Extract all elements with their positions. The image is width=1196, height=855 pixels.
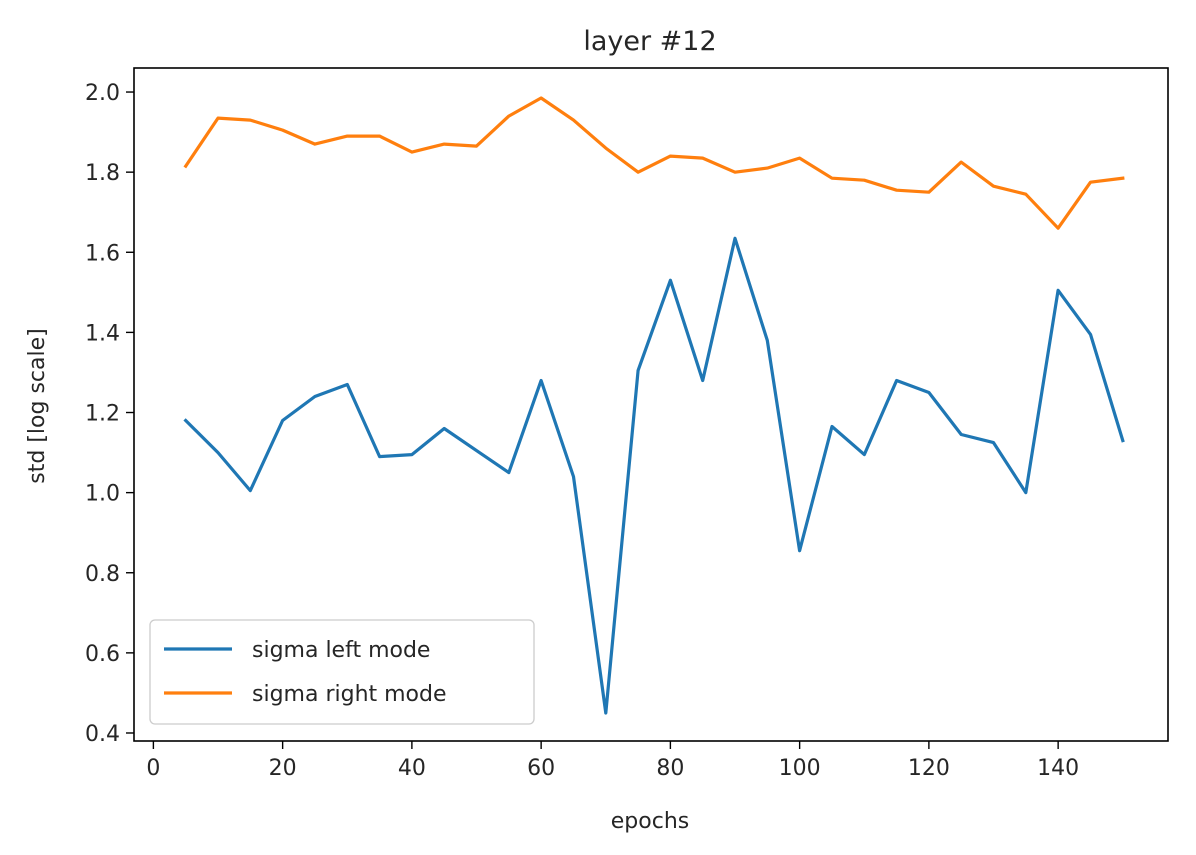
y-tick-label: 0.4 bbox=[85, 722, 120, 747]
y-tick-label: 0.6 bbox=[85, 642, 120, 667]
y-tick-label: 1.2 bbox=[85, 402, 120, 427]
x-tick-label: 120 bbox=[908, 756, 950, 781]
legend-box bbox=[149, 619, 535, 725]
x-axis-ticks: 0 20 40 60 80 100 120 140 bbox=[146, 741, 1079, 781]
series-line-sigma-right-mode bbox=[183, 96, 1125, 230]
y-tick-label: 1.6 bbox=[85, 241, 120, 266]
x-tick-label: 0 bbox=[146, 756, 160, 781]
x-tick-label: 60 bbox=[527, 756, 555, 781]
x-tick-label: 20 bbox=[269, 756, 297, 781]
y-tick-label: 1.0 bbox=[85, 482, 120, 507]
y-tick-label: 1.4 bbox=[85, 321, 120, 346]
x-tick-label: 40 bbox=[398, 756, 426, 781]
legend-label-sigma-left-mode: sigma left mode bbox=[252, 638, 430, 663]
plot-area bbox=[183, 96, 1125, 715]
y-tick-label: 2.0 bbox=[85, 81, 120, 106]
plot-frame bbox=[133, 67, 1169, 742]
x-tick-label: 100 bbox=[779, 756, 821, 781]
x-tick-label: 140 bbox=[1037, 756, 1079, 781]
legend: sigma left mode sigma right mode bbox=[149, 619, 535, 725]
y-tick-label: 0.8 bbox=[85, 562, 120, 587]
y-axis-ticks: 0.4 0.6 0.8 1.0 1.2 1.4 1.6 1.8 2.0 bbox=[85, 81, 134, 747]
series-line-sigma-left-mode bbox=[183, 236, 1125, 715]
chart-title: layer #12 bbox=[583, 26, 716, 57]
legend-label-sigma-right-mode: sigma right mode bbox=[252, 682, 447, 707]
x-axis-label: epochs bbox=[611, 809, 689, 834]
x-tick-label: 80 bbox=[656, 756, 684, 781]
y-axis-label: std [log scale] bbox=[25, 328, 50, 483]
y-tick-label: 1.8 bbox=[85, 161, 120, 186]
